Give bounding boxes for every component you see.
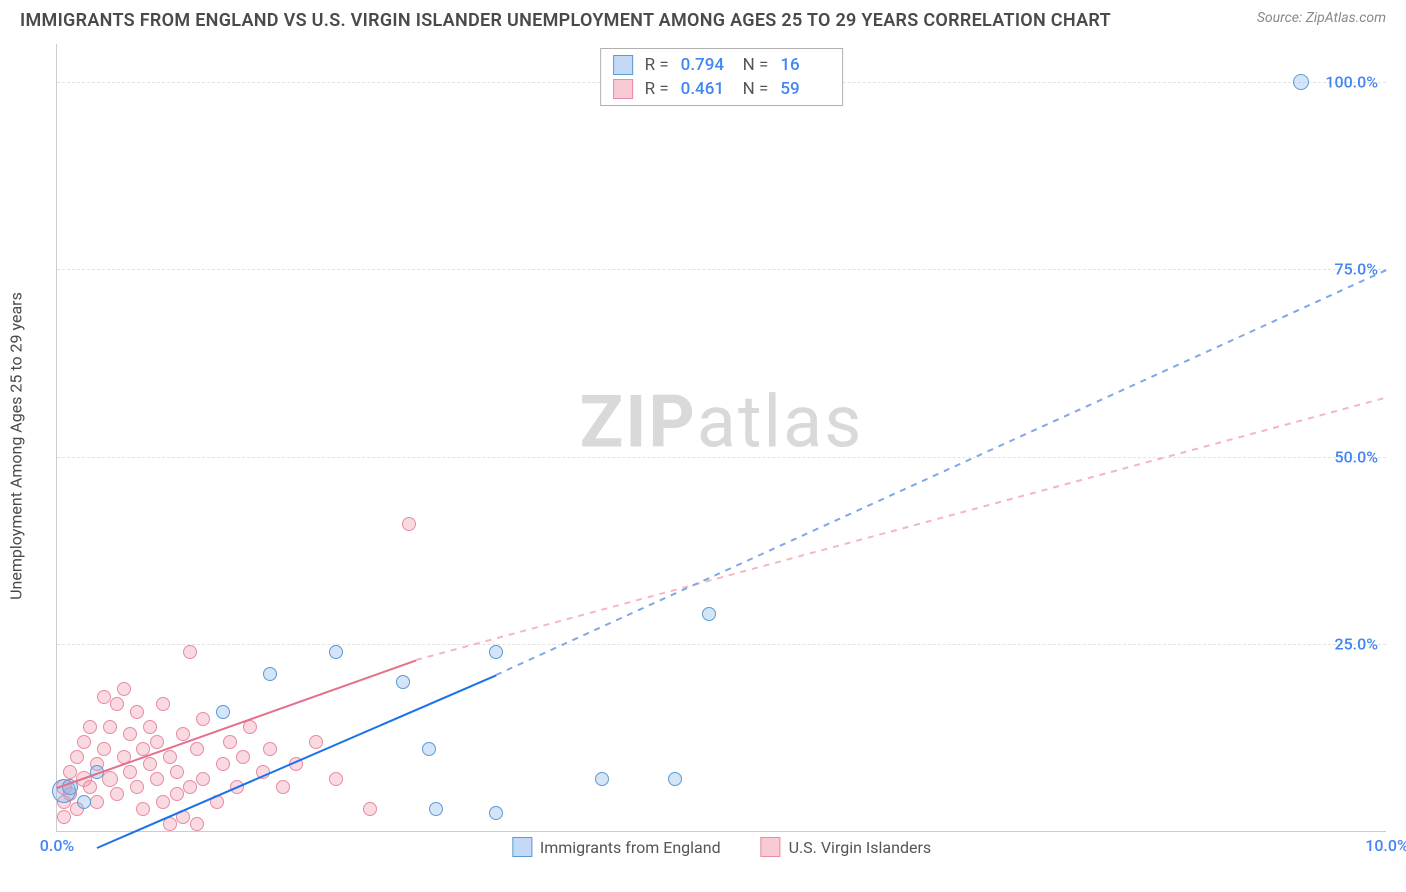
scatter-point bbox=[110, 787, 124, 801]
scatter-point bbox=[156, 697, 170, 711]
legend-item-pink: U.S. Virgin Islanders bbox=[761, 837, 932, 857]
scatter-point bbox=[190, 817, 204, 831]
scatter-point bbox=[57, 810, 71, 824]
trend-line bbox=[416, 397, 1387, 662]
gridline bbox=[57, 269, 1386, 270]
scatter-point bbox=[150, 735, 164, 749]
scatter-point bbox=[276, 780, 290, 794]
scatter-point bbox=[329, 645, 343, 659]
series-legend: Immigrants from England U.S. Virgin Isla… bbox=[512, 837, 931, 857]
scatter-point bbox=[110, 697, 124, 711]
chart-title: IMMIGRANTS FROM ENGLAND VS U.S. VIRGIN I… bbox=[20, 10, 1111, 31]
scatter-point bbox=[196, 712, 210, 726]
swatch-pink-icon bbox=[761, 837, 781, 857]
scatter-point bbox=[216, 757, 230, 771]
scatter-point bbox=[123, 765, 137, 779]
trend-line bbox=[495, 269, 1387, 676]
r-value: 0.794 bbox=[681, 55, 731, 75]
scatter-point bbox=[190, 742, 204, 756]
legend-label: Immigrants from England bbox=[540, 838, 721, 857]
scatter-point bbox=[236, 750, 250, 764]
scatter-point bbox=[183, 645, 197, 659]
chart-header: IMMIGRANTS FROM ENGLAND VS U.S. VIRGIN I… bbox=[0, 0, 1406, 35]
legend-row-pink: R = 0.461 N = 59 bbox=[613, 77, 831, 101]
r-label: R = bbox=[645, 79, 669, 99]
source-attribution: Source: ZipAtlas.com bbox=[1257, 10, 1386, 26]
scatter-point bbox=[77, 795, 91, 809]
scatter-point bbox=[163, 750, 177, 764]
legend-item-blue: Immigrants from England bbox=[512, 837, 721, 857]
scatter-point bbox=[83, 780, 97, 794]
scatter-point bbox=[263, 667, 277, 681]
scatter-point bbox=[136, 802, 150, 816]
scatter-point bbox=[489, 806, 503, 820]
scatter-point bbox=[396, 675, 410, 689]
scatter-point bbox=[117, 682, 131, 696]
n-value: 16 bbox=[780, 55, 830, 75]
correlation-legend: R = 0.794 N = 16 R = 0.461 N = 59 bbox=[600, 48, 844, 106]
scatter-point bbox=[170, 787, 184, 801]
n-label: N = bbox=[743, 79, 769, 99]
scatter-point bbox=[309, 735, 323, 749]
chart-plot-area: ZIPatlas R = 0.794 N = 16 R = 0.461 N = … bbox=[56, 44, 1386, 832]
scatter-point bbox=[263, 742, 277, 756]
scatter-point bbox=[70, 750, 84, 764]
scatter-point bbox=[668, 772, 682, 786]
scatter-point bbox=[489, 645, 503, 659]
scatter-point bbox=[130, 780, 144, 794]
watermark-bold: ZIP bbox=[580, 379, 697, 464]
scatter-point bbox=[196, 772, 210, 786]
scatter-point bbox=[77, 735, 91, 749]
scatter-point bbox=[216, 705, 230, 719]
scatter-point bbox=[1293, 74, 1309, 90]
scatter-point bbox=[402, 517, 416, 531]
watermark: ZIPatlas bbox=[580, 379, 864, 464]
y-tick-label: 100.0% bbox=[1325, 72, 1378, 91]
legend-row-blue: R = 0.794 N = 16 bbox=[613, 53, 831, 77]
scatter-point bbox=[223, 735, 237, 749]
scatter-point bbox=[363, 802, 377, 816]
scatter-point bbox=[130, 705, 144, 719]
y-axis-title: Unemployment Among Ages 25 to 29 years bbox=[7, 292, 26, 600]
n-value: 59 bbox=[780, 79, 830, 99]
source-name: ZipAtlas.com bbox=[1306, 10, 1386, 26]
scatter-point bbox=[429, 802, 443, 816]
x-tick-label: 10.0% bbox=[1365, 836, 1406, 855]
swatch-blue-icon bbox=[512, 837, 532, 857]
scatter-point bbox=[170, 765, 184, 779]
y-tick-label: 50.0% bbox=[1334, 447, 1378, 466]
scatter-point bbox=[143, 720, 157, 734]
scatter-point bbox=[422, 742, 436, 756]
scatter-point bbox=[150, 772, 164, 786]
scatter-point bbox=[97, 742, 111, 756]
r-value: 0.461 bbox=[681, 79, 731, 99]
watermark-light: atlas bbox=[697, 379, 864, 464]
n-label: N = bbox=[743, 55, 769, 75]
gridline bbox=[57, 457, 1386, 458]
scatter-point bbox=[103, 720, 117, 734]
swatch-pink-icon bbox=[613, 79, 633, 99]
scatter-point bbox=[97, 690, 111, 704]
gridline bbox=[57, 644, 1386, 645]
swatch-blue-icon bbox=[613, 55, 633, 75]
legend-label: U.S. Virgin Islanders bbox=[789, 838, 932, 857]
scatter-point bbox=[156, 795, 170, 809]
scatter-point bbox=[183, 780, 197, 794]
scatter-point bbox=[702, 607, 716, 621]
y-tick-label: 25.0% bbox=[1334, 635, 1378, 654]
scatter-point bbox=[83, 720, 97, 734]
r-label: R = bbox=[645, 55, 669, 75]
scatter-point bbox=[102, 771, 118, 787]
scatter-point bbox=[329, 772, 343, 786]
scatter-point bbox=[595, 772, 609, 786]
scatter-point bbox=[123, 727, 137, 741]
scatter-point bbox=[143, 757, 157, 771]
source-prefix: Source: bbox=[1257, 10, 1306, 26]
scatter-point bbox=[90, 795, 104, 809]
x-tick-label: 0.0% bbox=[40, 836, 74, 855]
